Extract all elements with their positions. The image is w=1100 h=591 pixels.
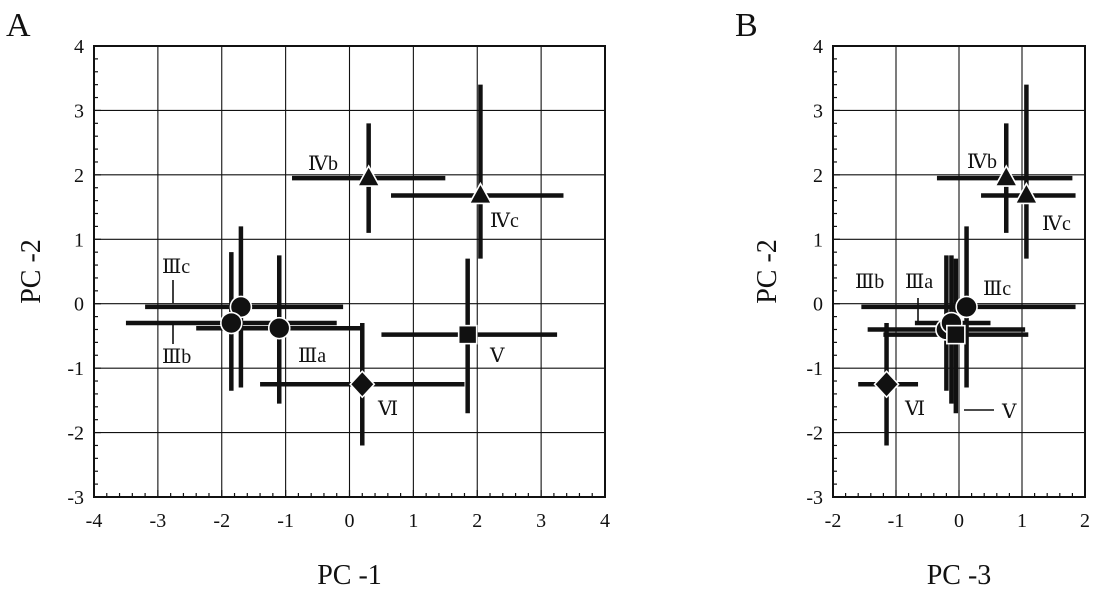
point-label: Ⅲc — [162, 256, 190, 278]
data-point-diamond — [349, 370, 376, 399]
point-label: Ⅳc — [1042, 213, 1071, 235]
y-tick-label: -2 — [67, 423, 84, 445]
y-tick-label: 1 — [74, 229, 84, 251]
y-tick-label: 0 — [813, 294, 823, 316]
y-tick-label: -1 — [806, 358, 823, 380]
data-point-circle — [220, 311, 243, 335]
y-tick-label: -2 — [806, 423, 823, 445]
x-tick-label: 0 — [954, 510, 964, 532]
x-tick-label: -2 — [825, 510, 842, 532]
data-point-triangle — [468, 181, 493, 205]
panel-letter: A — [6, 7, 31, 44]
y-tick-label: -3 — [67, 487, 84, 509]
plot-frame — [832, 45, 1086, 498]
x-tick-label: -4 — [86, 510, 103, 532]
x-tick-label: 3 — [536, 510, 546, 532]
point-label: Ⅲc — [983, 278, 1011, 300]
y-tick-label: -3 — [806, 487, 823, 509]
data-point-circle — [955, 295, 978, 319]
x-tick-label: 0 — [345, 510, 355, 532]
x-tick-label: -1 — [277, 510, 294, 532]
data-point-triangle — [993, 164, 1019, 187]
y-tick-label: 3 — [74, 100, 84, 122]
y-tick-label: 0 — [74, 294, 84, 316]
point-label: Ⅳc — [490, 210, 519, 232]
point-label: Ⅲb — [855, 271, 884, 293]
data-point-triangle — [356, 164, 382, 187]
point-label: Ⅳb — [967, 151, 997, 173]
x-tick-label: 1 — [408, 510, 418, 532]
data-point-triangle — [1014, 181, 1039, 205]
point-label: Ⅳb — [308, 153, 338, 175]
data-point-diamond — [873, 370, 900, 399]
point-label: Ⅴ — [489, 345, 505, 367]
x-tick-label: -2 — [213, 510, 230, 532]
data-point-square — [457, 324, 478, 345]
x-tick-label: 2 — [472, 510, 482, 532]
x-tick-label: 2 — [1080, 510, 1090, 532]
x-axis-title: PC -1 — [317, 560, 382, 591]
x-tick-label: 1 — [1017, 510, 1027, 532]
y-tick-label: 1 — [813, 229, 823, 251]
y-tick-label: 2 — [74, 165, 84, 187]
y-tick-label: 4 — [74, 36, 84, 58]
point-label: Ⅲa — [298, 345, 326, 367]
panel-letter: B — [735, 7, 758, 44]
y-tick-label: 4 — [813, 36, 823, 58]
x-tick-label: 4 — [600, 510, 610, 532]
x-tick-label: -1 — [888, 510, 905, 532]
point-label: Ⅲb — [162, 346, 191, 368]
y-tick-label: -1 — [67, 358, 84, 380]
y-tick-label: 3 — [813, 100, 823, 122]
point-label: Ⅲa — [905, 271, 933, 293]
x-tick-label: -3 — [150, 510, 167, 532]
point-label: Ⅴ — [1001, 401, 1017, 423]
data-point-circle — [267, 316, 291, 340]
point-label: Ⅵ — [377, 398, 398, 420]
point-label: Ⅵ — [904, 398, 925, 420]
plot-frame — [93, 45, 606, 498]
data-point-square — [946, 324, 966, 345]
y-axis-title: PC -2 — [16, 239, 47, 304]
x-axis-title: PC -3 — [927, 560, 992, 591]
y-tick-label: 2 — [813, 165, 823, 187]
y-axis-title: PC -2 — [752, 239, 783, 304]
